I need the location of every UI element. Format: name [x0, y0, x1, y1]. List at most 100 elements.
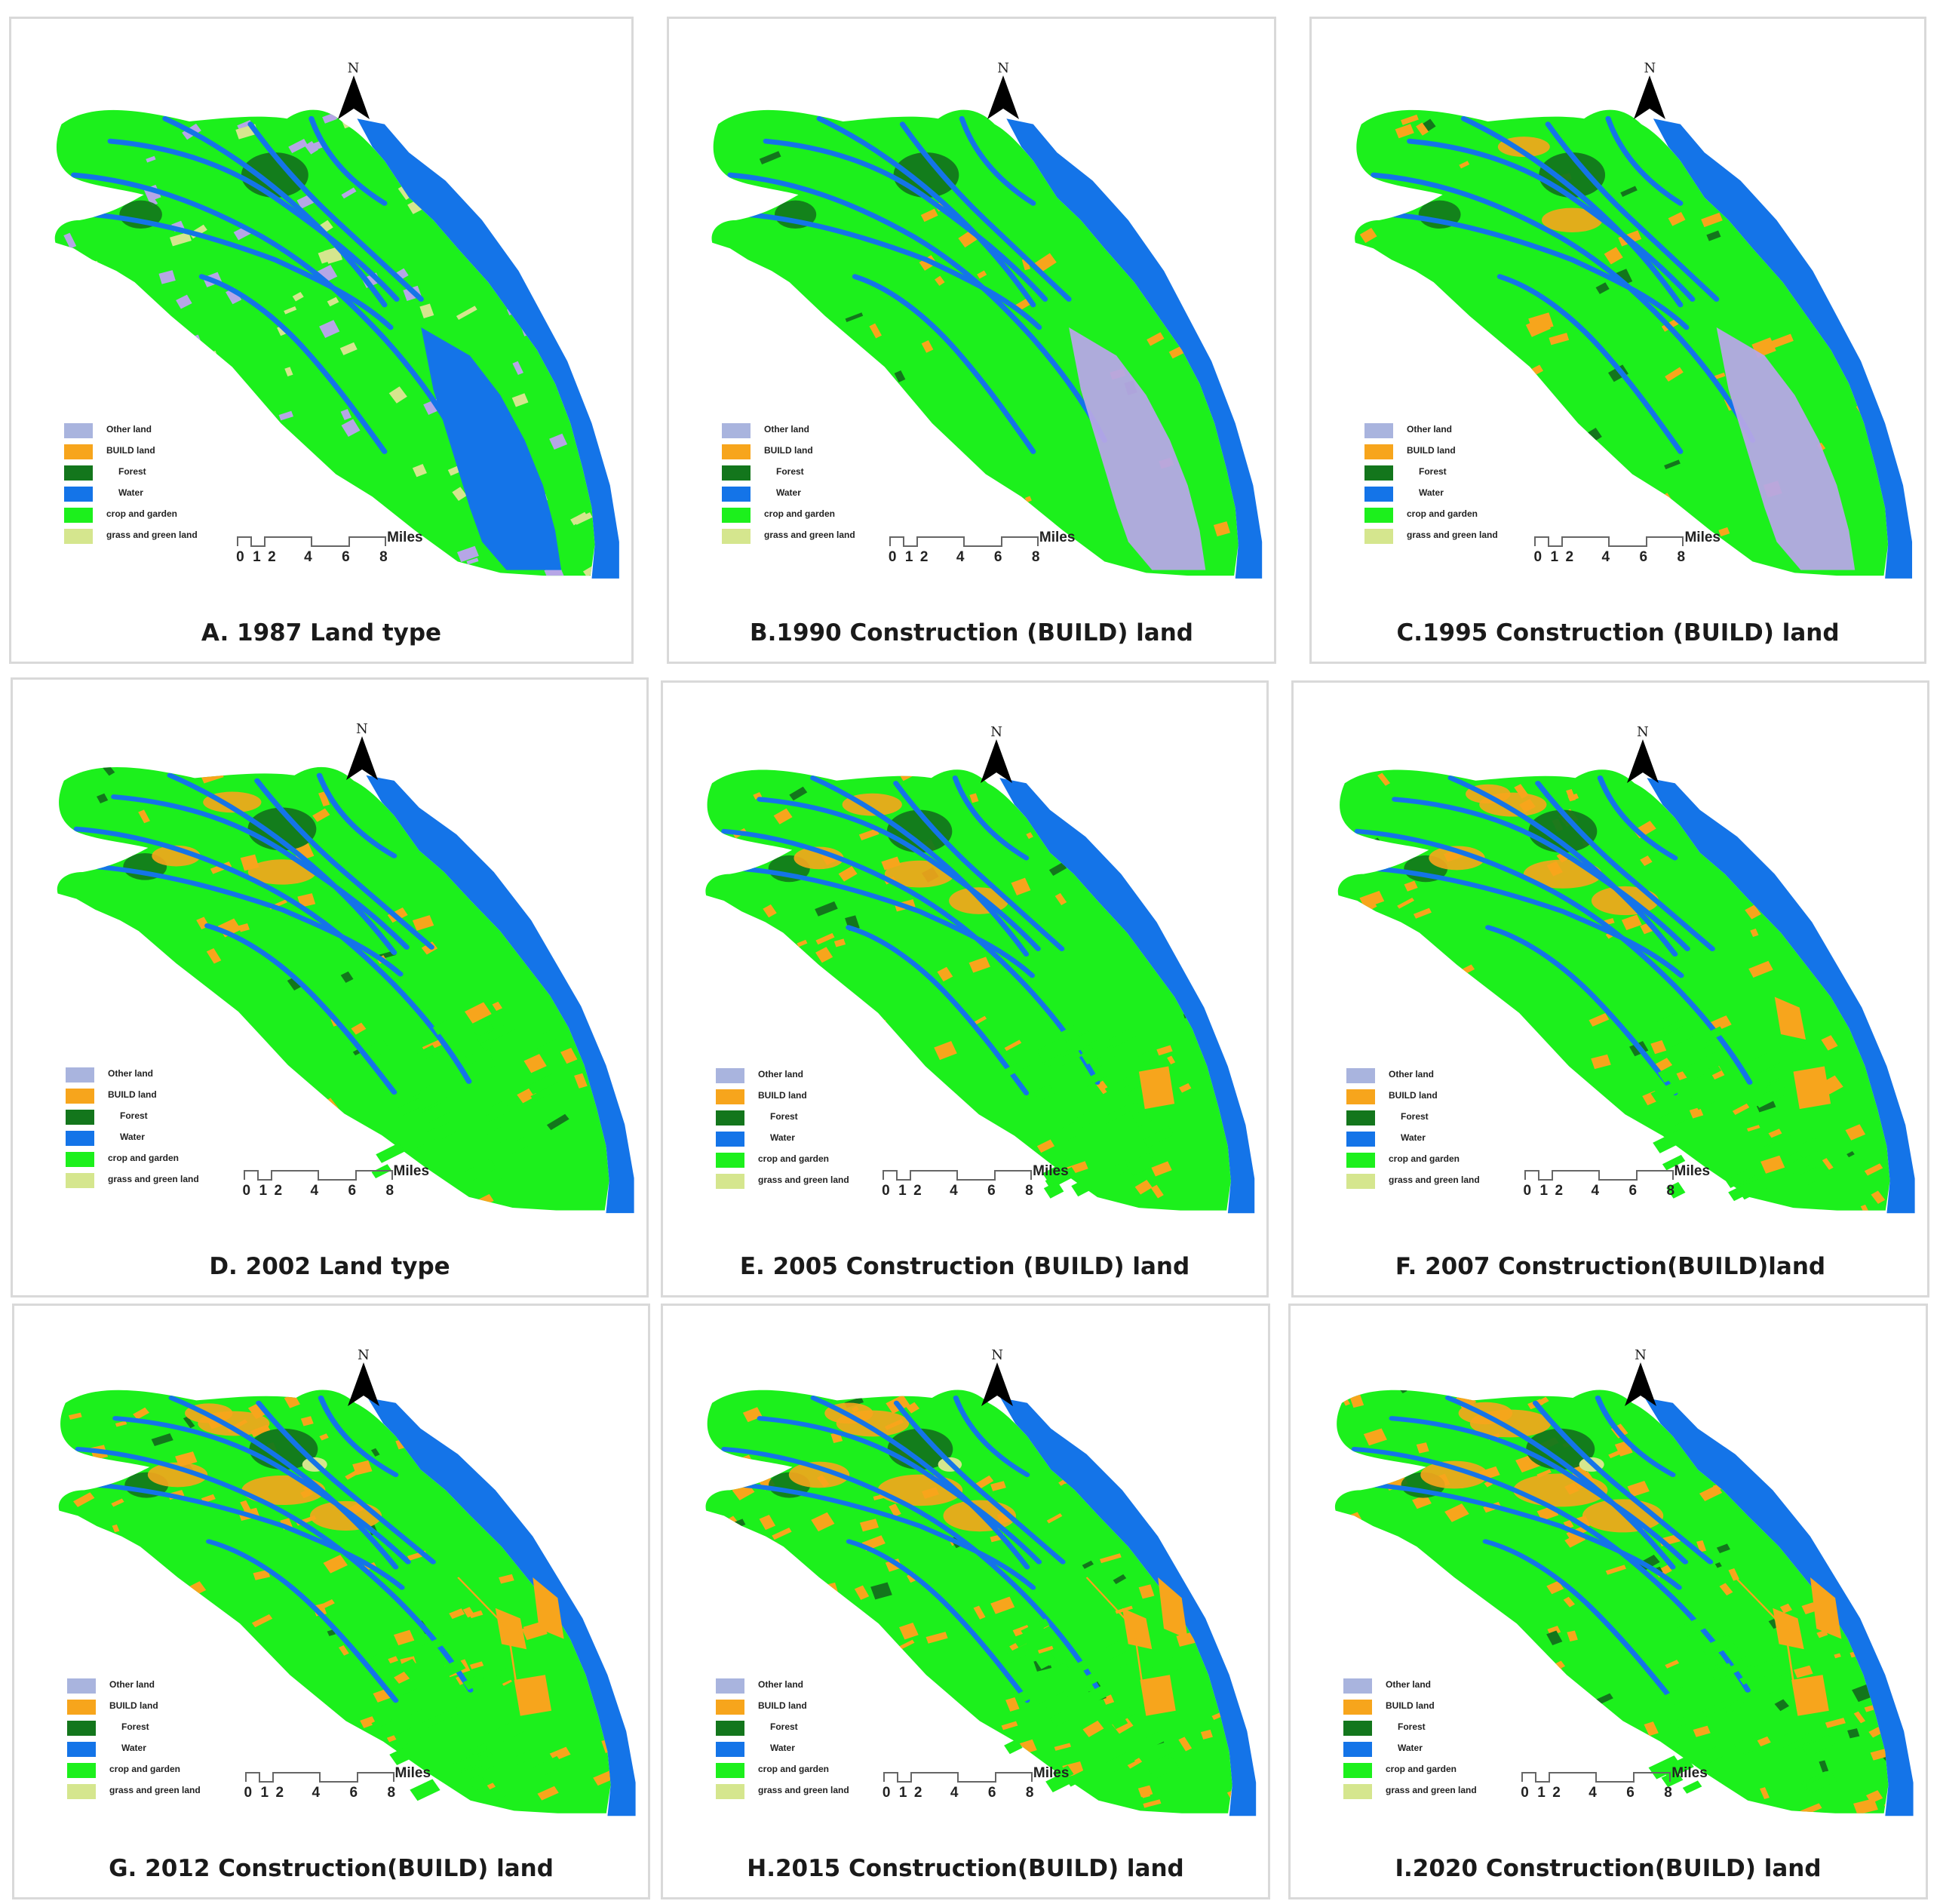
reclaimed-field: [447, 1706, 464, 1718]
land-patch: [59, 255, 78, 273]
land-patch: [714, 1619, 727, 1630]
scale-tick-label: 8: [1666, 1183, 1675, 1199]
land-patch: [1134, 1180, 1153, 1195]
legend-label: crop and garden: [1407, 508, 1478, 519]
land-patch: [1378, 941, 1389, 951]
reclaimed-field: [503, 1137, 530, 1156]
land-patch: [1546, 1580, 1564, 1595]
north-arrow-icon: N: [979, 724, 1014, 785]
land-patch: [1037, 1645, 1054, 1654]
legend-swatch: [1346, 1132, 1375, 1147]
mainland: [1334, 1390, 1889, 1813]
land-patch: [1026, 832, 1033, 840]
mainland: [58, 1390, 611, 1813]
land-patch: [1005, 1697, 1020, 1712]
reclaimed-field: [410, 1709, 431, 1725]
land-patch: [456, 306, 477, 320]
land-patch: [833, 938, 846, 947]
land-patch: [1801, 1602, 1817, 1615]
land-patch: [1438, 993, 1453, 1004]
land-patch: [412, 915, 434, 931]
land-patch: [972, 1015, 987, 1026]
land-patch: [978, 1155, 992, 1165]
land-patch: [338, 1645, 349, 1656]
scale-tick-label: 8: [1664, 1785, 1672, 1801]
river: [1370, 1482, 1682, 1590]
legend-item: Other land: [1364, 420, 1546, 441]
legend-item: grass and green land: [64, 526, 245, 547]
land-patch: [1665, 1660, 1680, 1669]
legend-swatch: [1364, 486, 1393, 502]
river: [852, 274, 1036, 454]
reclaimed-field: [470, 1017, 494, 1037]
land-patch: [1794, 1665, 1813, 1678]
river: [1485, 925, 1678, 1096]
reclaimed-field: [512, 1750, 535, 1765]
scale-tick-label: 6: [1628, 1183, 1638, 1199]
land-patch: [1180, 1431, 1196, 1442]
legend-swatch: [1364, 465, 1393, 481]
land-patch: [1693, 1725, 1711, 1737]
coastal-road: [1085, 1577, 1147, 1711]
land-patch: [723, 851, 747, 870]
scale-bar: 0 1 2 4 6 8 Miles: [244, 1765, 448, 1807]
land-patch: [204, 350, 218, 361]
reclaimed-field: [528, 1030, 557, 1050]
reclaimed-field: [1751, 1131, 1774, 1150]
north-label: N: [990, 724, 1002, 740]
land-patch: [1416, 1442, 1429, 1454]
reclaimed-field: [1657, 1107, 1690, 1131]
land-patch: [991, 1151, 1005, 1161]
legend-label: Forest: [770, 1111, 798, 1122]
reclaimed-field: [487, 1126, 512, 1146]
land-patch: [1404, 880, 1418, 892]
land-patch: [1738, 797, 1760, 816]
land-patch: [452, 487, 467, 502]
land-patch: [66, 354, 86, 367]
land-patch: [1748, 960, 1773, 978]
reclaimed-field: [1691, 1089, 1717, 1110]
legend-item: Water: [66, 1128, 247, 1149]
reclaimed-field: [1076, 1029, 1100, 1049]
legend-swatch: [66, 1088, 94, 1104]
land-patch: [1528, 1098, 1550, 1115]
reclaimed-field: [370, 1040, 390, 1057]
land-patch: [1824, 1552, 1843, 1564]
scale-tick-label: 2: [268, 549, 276, 565]
land-patch: [1103, 147, 1119, 163]
river: [256, 1400, 436, 1565]
scale-tick-label: 8: [387, 1785, 396, 1801]
reclaimed-field: [412, 1071, 439, 1092]
map-legend: Other land BUILD land Forest Water crop and …: [1343, 1675, 1524, 1802]
land-patch: [1372, 356, 1393, 372]
land-patch: [1847, 1728, 1860, 1739]
urban-cluster: [247, 859, 317, 885]
land-patch: [1377, 772, 1391, 786]
river: [167, 772, 398, 955]
map-panel: N Other land BUILD land Forest Water crop and…: [9, 17, 634, 664]
land-patch: [797, 939, 808, 947]
land-patch: [977, 270, 987, 279]
legend-item: Forest: [1346, 1107, 1527, 1129]
legend-label: Water: [120, 1131, 145, 1142]
map-legend: Other land BUILD land Forest Water crop and …: [716, 1065, 897, 1192]
river: [107, 138, 400, 302]
legend-item: Water: [67, 1739, 248, 1760]
land-patch: [1845, 1124, 1866, 1141]
reclaimed-field: [480, 1030, 512, 1052]
reclaimed-field: [1662, 1686, 1692, 1707]
river: [1595, 1395, 1676, 1478]
land-patch: [1116, 1473, 1140, 1491]
reclaimed-field: [1106, 1039, 1130, 1058]
legend-swatch: [716, 1762, 744, 1778]
legend-label: grass and green land: [1389, 1175, 1480, 1186]
reclaimed-field: [1077, 1670, 1104, 1689]
river: [757, 1416, 1042, 1565]
land-patch: [169, 232, 192, 247]
land-patch: [1525, 316, 1552, 337]
scale-tick-label: 4: [950, 1785, 959, 1801]
land-patch: [1401, 114, 1419, 125]
legend-swatch: [716, 1678, 744, 1694]
legend-item: Forest: [722, 462, 903, 484]
land-patch: [1021, 258, 1030, 271]
